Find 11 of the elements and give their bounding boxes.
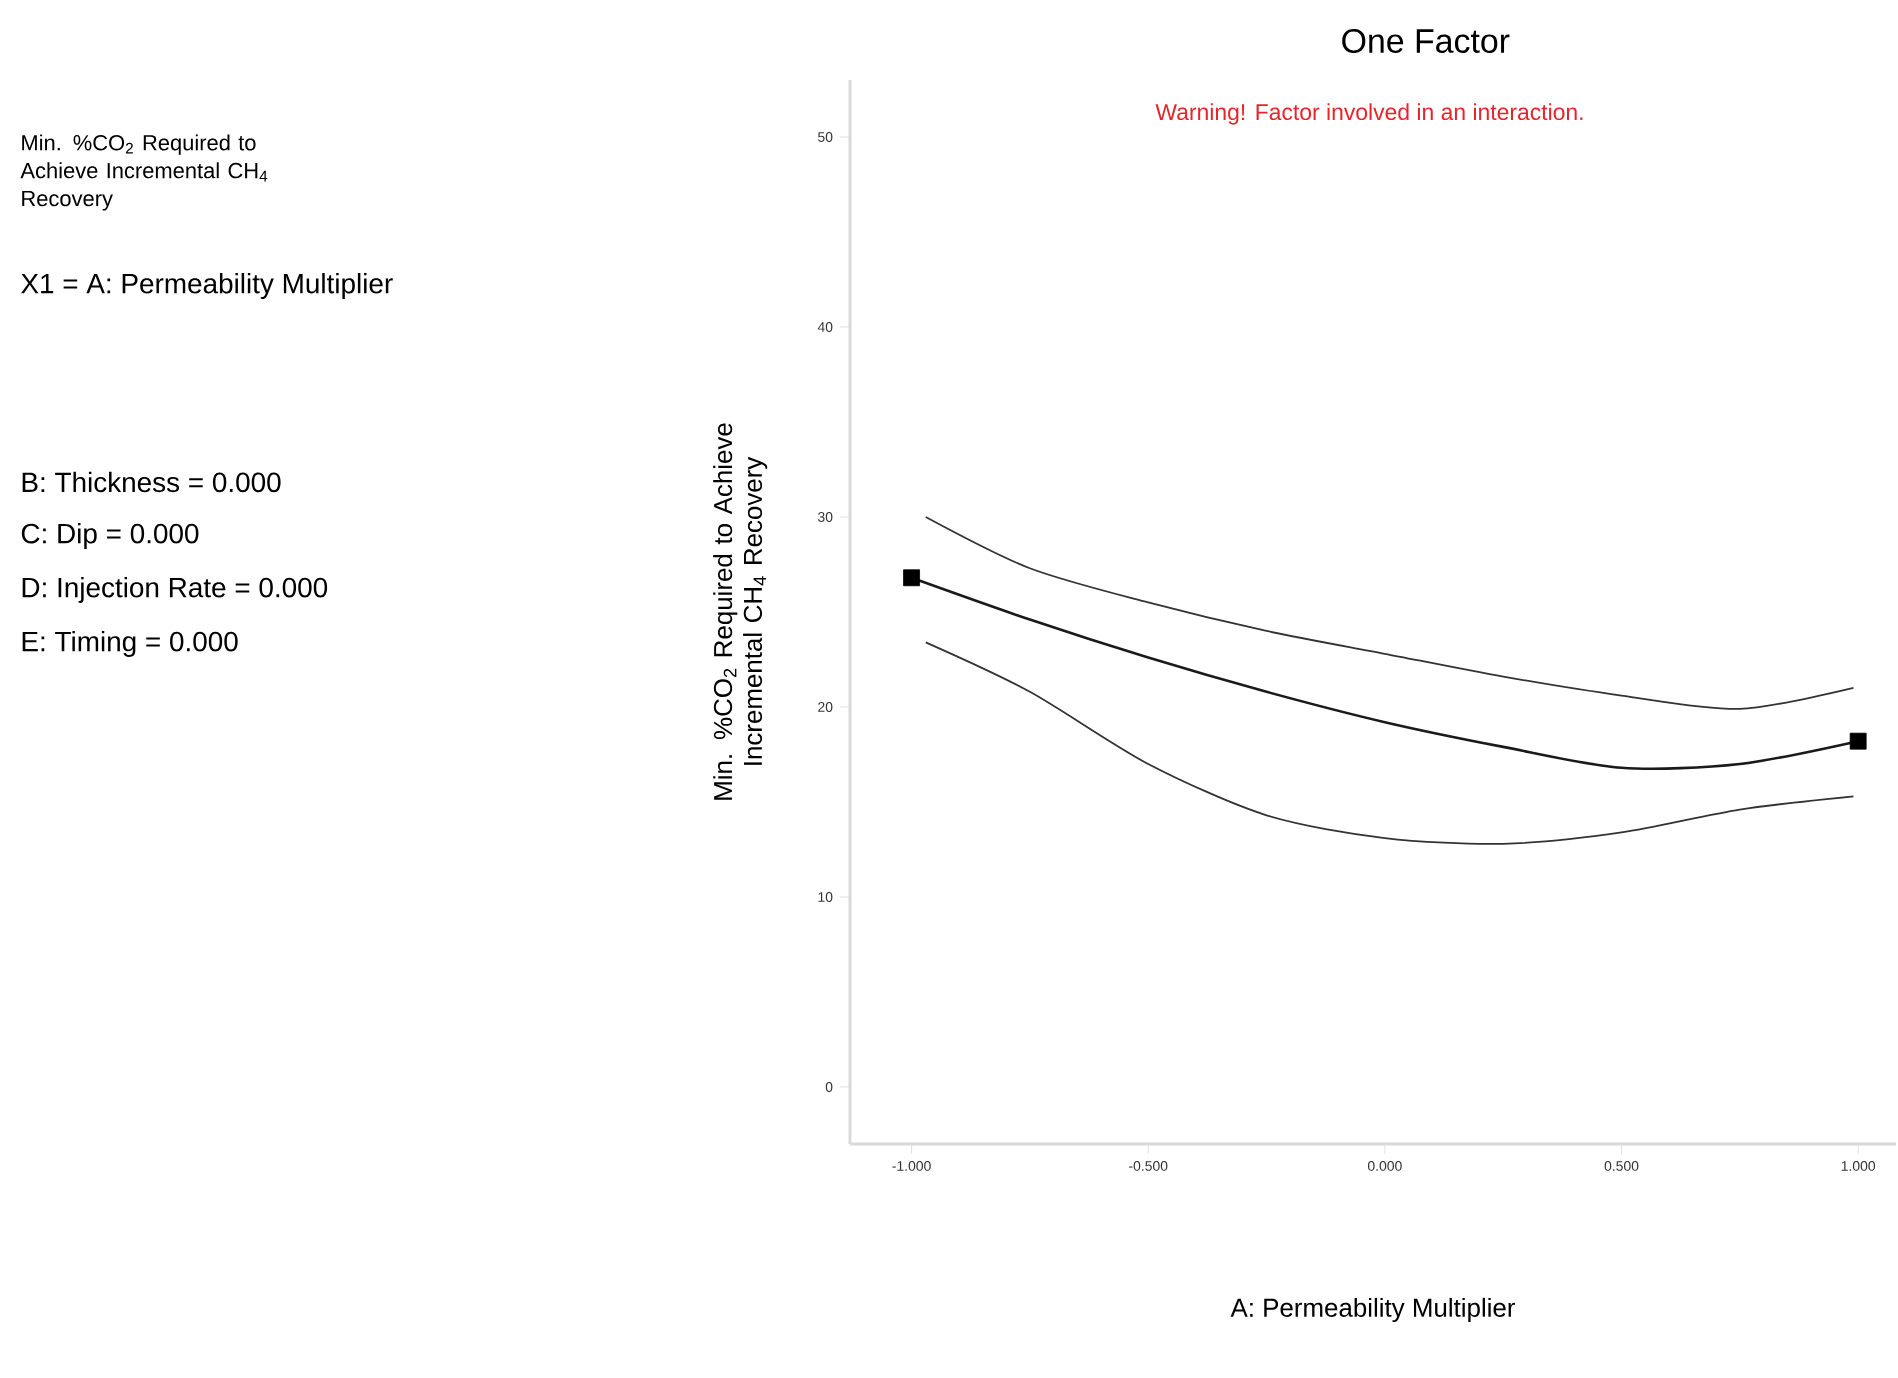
text: C: Dip = 0.000 (21, 522, 199, 549)
line-series (924, 516, 1855, 710)
text: Min. %CO$_{2}$ Required to Achieve Incremental CH$_{4}$ Recovery (20, 134, 268, 211)
text: D: Injection Rate = 0.000 (22, 576, 328, 603)
x-axis-title: A: Permeability Multiplier (1230, 1297, 1516, 1323)
line-series (924, 641, 1855, 845)
text: X1 = A: Permeability Multiplier (21, 272, 393, 299)
chart-title: One Factor (1342, 29, 1510, 53)
annotation: Warning! Factor involved in an interaction. (1155, 103, 1583, 125)
text: E: Timing = 0.000 (22, 630, 238, 657)
text: B: Thickness = 0.000 (22, 471, 281, 493)
